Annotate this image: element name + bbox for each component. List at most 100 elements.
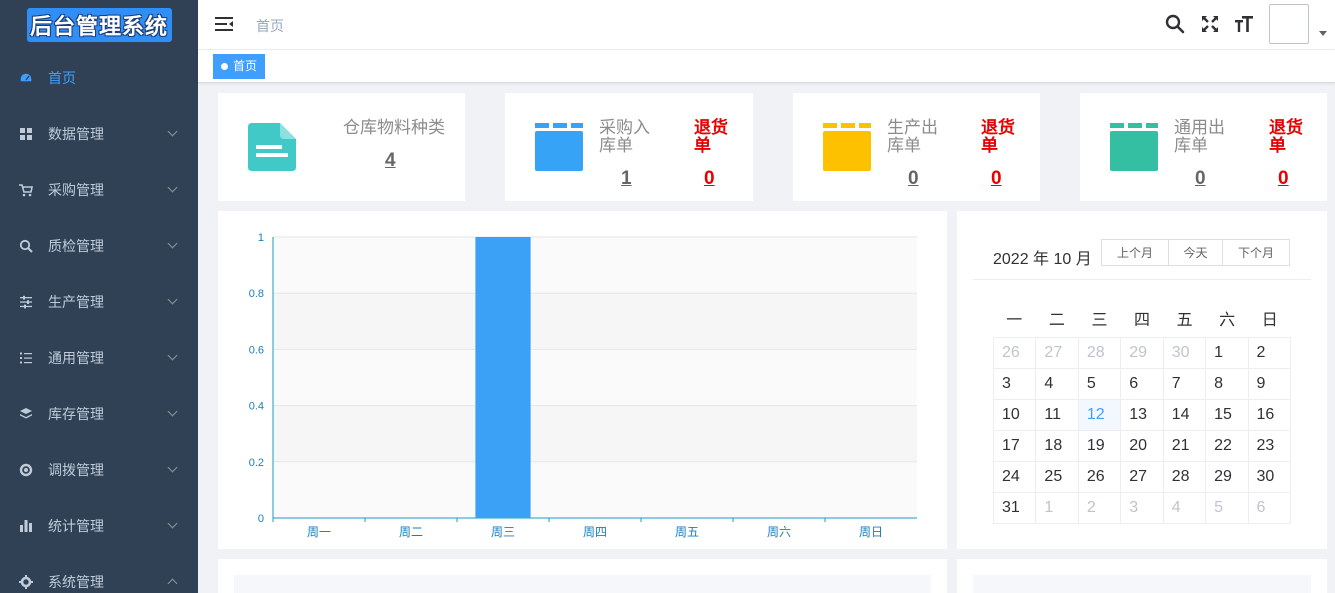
card-general-out[interactable]: 通用出 库单 0 退货 单 0	[1080, 93, 1327, 201]
cart-icon	[18, 182, 34, 198]
card-material-types[interactable]: 仓库物料种类 4	[218, 93, 465, 201]
side-table-panel	[957, 559, 1327, 593]
tag-home[interactable]: 首页	[213, 54, 266, 79]
calendar-day[interactable]: 28	[1163, 462, 1207, 493]
x-tick-label: 周三	[491, 525, 515, 539]
calendar-day[interactable]: 14	[1163, 400, 1207, 431]
calendar-day[interactable]: 6	[1248, 493, 1291, 524]
next-month-button[interactable]: 下个月	[1223, 239, 1290, 266]
calendar-day[interactable]: 30	[1163, 338, 1207, 369]
today-button[interactable]: 今天	[1169, 239, 1223, 266]
weekday-label: 五	[1176, 312, 1193, 329]
card-production-out[interactable]: 生产出 库单 0 退货 单 0	[793, 93, 1040, 201]
logo-area: 后台管理系统	[0, 0, 198, 50]
sidebar-item-6[interactable]: 库存管理	[0, 386, 198, 442]
sidebar-item-1[interactable]: 数据管理	[0, 106, 198, 162]
sidebar-item-9[interactable]: 系统管理	[0, 554, 198, 593]
calendar-grid: 26 27 28 29 30 1 2 3 4 5 6 7 8 9 10 11 12 13 14 15 16 17 18 19 2…	[993, 337, 1291, 524]
calendar-day[interactable]: 3	[994, 369, 1037, 400]
sidebar-item-7[interactable]: 调拨管理	[0, 442, 198, 498]
breadcrumb[interactable]: 首页	[256, 18, 284, 34]
calendar-day[interactable]: 16	[1248, 400, 1291, 431]
calendar-day[interactable]: 19	[1078, 431, 1122, 462]
return-value[interactable]: 0	[991, 168, 1002, 189]
sidebar-item-3[interactable]: 质检管理	[0, 218, 198, 274]
calendar-day[interactable]: 29	[1121, 338, 1164, 369]
sidebar-item-8[interactable]: 统计管理	[0, 498, 198, 554]
chart-band	[273, 461, 917, 518]
sidebar-item-0[interactable]: 首页	[0, 50, 198, 106]
calendar-day[interactable]: 7	[1163, 369, 1207, 400]
calendar-day[interactable]: 2	[1078, 493, 1122, 524]
calendar-day[interactable]: 21	[1163, 431, 1207, 462]
calendar-day[interactable]: 8	[1206, 369, 1249, 400]
sidebar-menu: 首页 数据管理采购管理质检管理生产管理通用管理 库存管理调拨管理统计管理 系统管理	[0, 50, 198, 593]
calendar-day[interactable]: 9	[1248, 369, 1291, 400]
calendar-week: 31 1 2 3 4 5 6	[994, 493, 1291, 524]
calendar-day[interactable]: 27	[1121, 462, 1164, 493]
calendar-day[interactable]: 4	[1163, 493, 1207, 524]
hamburger-icon[interactable]	[215, 16, 233, 32]
y-tick-label: 0.4	[249, 401, 264, 413]
calendar-day[interactable]: 4	[1036, 369, 1079, 400]
calendar-day[interactable]: 2	[1248, 338, 1291, 369]
calendar-day[interactable]: 1	[1206, 338, 1249, 369]
search-icon	[18, 238, 34, 254]
sidebar-item-label: 调拨管理	[48, 462, 104, 478]
calendar-day[interactable]: 24	[994, 462, 1037, 493]
sidebar-item-5[interactable]: 通用管理	[0, 330, 198, 386]
calendar-day[interactable]: 28	[1078, 338, 1122, 369]
return-value[interactable]: 0	[704, 168, 715, 189]
calendar-day[interactable]: 12	[1078, 400, 1122, 431]
weekday-label: 二	[1048, 312, 1065, 329]
card-value[interactable]: 1	[621, 168, 632, 189]
chart-band	[273, 293, 917, 350]
calendar-day[interactable]: 13	[1121, 400, 1164, 431]
calendar-day[interactable]: 6	[1121, 369, 1164, 400]
search-icon[interactable]	[1165, 14, 1185, 34]
calendar-day[interactable]: 27	[1036, 338, 1079, 369]
calendar-day[interactable]: 18	[1036, 431, 1079, 462]
font-size-icon[interactable]	[1234, 14, 1254, 34]
calendar-day[interactable]: 5	[1206, 493, 1249, 524]
calendar-day[interactable]: 5	[1078, 369, 1122, 400]
card-value[interactable]: 4	[385, 150, 396, 171]
calendar-day[interactable]: 30	[1248, 462, 1291, 493]
calendar-week: 24 25 26 27 28 29 30	[994, 462, 1291, 493]
card-value[interactable]: 0	[1195, 168, 1206, 189]
calendar-week: 17 18 19 20 21 22 23	[994, 431, 1291, 462]
tag-label: 首页	[233, 59, 258, 73]
calendar-day[interactable]: 17	[994, 431, 1037, 462]
calendar-day[interactable]: 1	[1036, 493, 1079, 524]
fullscreen-icon[interactable]	[1200, 14, 1220, 34]
sidebar-item-4[interactable]: 生产管理	[0, 274, 198, 330]
calendar-day[interactable]: 26	[994, 338, 1037, 369]
calendar-day[interactable]: 10	[994, 400, 1037, 431]
layers-icon	[18, 406, 34, 422]
calendar-day[interactable]: 11	[1036, 400, 1079, 431]
calendar-day[interactable]: 22	[1206, 431, 1249, 462]
sidebar-item-label: 采购管理	[48, 182, 104, 198]
card-title: 通用出 库单	[1174, 118, 1225, 155]
calendar-day[interactable]: 25	[1036, 462, 1079, 493]
calendar-day[interactable]: 20	[1121, 431, 1164, 462]
calendar-day[interactable]: 23	[1248, 431, 1291, 462]
calendar-day[interactable]: 3	[1121, 493, 1164, 524]
card-purchase-in[interactable]: 采购入 库单 1 退货 单 0	[505, 93, 753, 201]
calendar-day[interactable]: 31	[994, 493, 1037, 524]
calendar-day[interactable]: 15	[1206, 400, 1249, 431]
prev-month-button[interactable]: 上个月	[1101, 239, 1169, 266]
calendar-day[interactable]: 26	[1078, 462, 1122, 493]
table-header	[234, 575, 931, 593]
chevron-down-icon	[167, 350, 178, 361]
sidebar-item-2[interactable]: 采购管理	[0, 162, 198, 218]
caret-down-icon[interactable]	[1319, 31, 1327, 36]
sidebar-item-label: 生产管理	[48, 294, 104, 310]
avatar[interactable]	[1269, 4, 1309, 44]
calendar-day[interactable]: 29	[1206, 462, 1249, 493]
card-value[interactable]: 0	[908, 168, 919, 189]
logo[interactable]: 后台管理系统	[26, 8, 172, 42]
return-value[interactable]: 0	[1278, 168, 1289, 189]
folder-icon	[535, 123, 583, 171]
